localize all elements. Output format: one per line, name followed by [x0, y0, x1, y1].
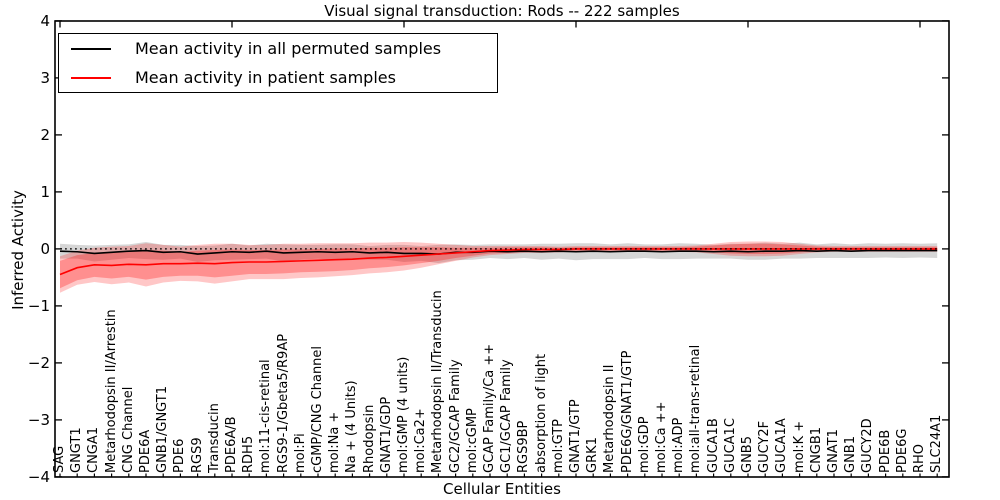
x-tick-label: GNB1/GNGT1: [155, 386, 171, 473]
x-tick-label: GC2/GCAP Family: [447, 359, 463, 473]
x-tick-label: RDH5: [241, 435, 257, 473]
x-tick-label: GNB1: [843, 436, 859, 473]
x-tick-label: GCAP Family/Ca ++: [482, 343, 497, 473]
x-tick-label: PDE6B: [877, 429, 893, 473]
x-tick-label: PDE6G: [894, 428, 910, 473]
x-tick-label: SAG: [52, 445, 67, 473]
x-tick-label: mol:all-trans-retinal: [688, 344, 704, 473]
x-tick-label: mol:GMP (4 units): [396, 356, 411, 473]
x-tick-label: Metarhodopsin II/Arrestin: [103, 309, 119, 473]
x-tick-label: mol:11-cis-retinal: [258, 359, 274, 473]
x-tick-label: GNAT1: [826, 429, 841, 473]
legend: Mean activity in all permuted samples Me…: [58, 33, 498, 93]
x-tick-label: Na + (4 Units): [344, 380, 360, 473]
x-tick-label: mol:ADP: [671, 417, 687, 473]
x-tick-label: PDE6A: [138, 429, 153, 473]
x-tick-label: PDE6: [172, 438, 188, 473]
y-tick-label: −2: [27, 353, 50, 372]
legend-line-sample-black: [71, 47, 111, 50]
x-tick-label: GUCY2F: [757, 420, 773, 473]
x-tick-label: RGS9: [189, 437, 205, 473]
x-tick-label: SLC24A1: [929, 414, 945, 473]
x-tick-label: GRK1: [585, 437, 601, 473]
x-tick-label: GUCY2D: [860, 418, 876, 473]
x-tick-label: RHO: [912, 443, 927, 473]
x-tick-label: Transducin: [206, 403, 222, 473]
chart-title: Visual signal transduction: Rods -- 222 …: [324, 2, 680, 20]
x-tick-label: PDE6G/GNAT1/GTP: [619, 350, 635, 473]
x-tick-label: CNG Channel: [120, 386, 136, 473]
x-tick-label: PDE6A/B: [224, 416, 239, 473]
x-tick-label: GNB5: [740, 436, 755, 473]
x-tick-label: mol:Ca ++: [654, 401, 669, 473]
y-tick-label: 2: [40, 125, 50, 144]
x-tick-label: GUCA1C: [722, 418, 738, 473]
legend-item-permuted: Mean activity in all permuted samples: [59, 35, 497, 63]
x-tick-label: Metarhodopsin II/Transducin: [430, 290, 446, 473]
y-tick-label: −1: [27, 296, 50, 315]
x-tick-label: mol:Pi: [292, 433, 308, 473]
x-tick-label: CNGA1: [86, 426, 102, 473]
legend-label-permuted: Mean activity in all permuted samples: [135, 39, 442, 58]
y-tick-label: −3: [27, 410, 50, 429]
y-tick-label: 0: [40, 239, 50, 258]
x-tick-label: Metarhodopsin II: [602, 364, 618, 473]
x-tick-label: Rhodopsin: [361, 404, 377, 473]
x-tick-label: GUCA1B: [705, 418, 721, 473]
x-tick-label: GUCA1A: [774, 418, 790, 473]
x-tick-label: mol:GTP: [550, 419, 566, 473]
x-tick-label: GC1/GCAP Family: [499, 359, 515, 473]
y-tick-label: 1: [40, 182, 50, 201]
x-tick-label: absorption of light: [533, 353, 549, 473]
x-tick-label: cGMP/CNG Channel: [310, 345, 325, 473]
y-tick-label: 4: [40, 11, 50, 30]
y-tick-label: 3: [40, 68, 50, 87]
legend-label-patient: Mean activity in patient samples: [135, 68, 396, 87]
legend-line-sample-red: [71, 76, 111, 79]
x-tick-label: RGS9-1/Gbeta5/R9AP: [275, 333, 291, 473]
x-tick-label: mol:GDP: [636, 416, 652, 473]
x-tick-label: mol:Ca2+: [413, 408, 429, 473]
y-tick-label: −4: [27, 467, 50, 486]
legend-item-patient: Mean activity in patient samples: [59, 64, 497, 92]
x-tick-label: mol:K +: [791, 420, 807, 473]
x-tick-label: GNAT1/GTP: [568, 399, 583, 473]
x-tick-label: GNGT1: [69, 427, 85, 473]
x-tick-label: mol:Na +: [327, 411, 343, 473]
x-axis-label: Cellular Entities: [443, 480, 561, 498]
x-tick-label: GNAT1/GDP: [378, 396, 394, 473]
x-tick-label: CNGB1: [808, 426, 824, 473]
x-tick-label: mol:cGMP: [464, 408, 480, 473]
x-tick-label: RGS9BP: [516, 420, 532, 473]
